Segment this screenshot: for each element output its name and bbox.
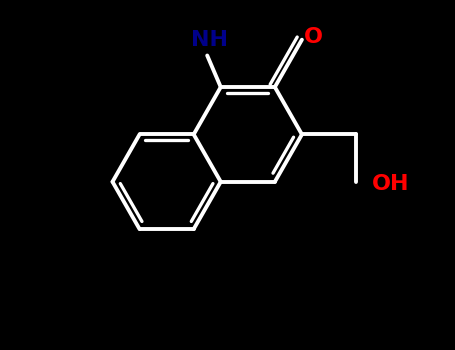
Text: O: O — [303, 27, 323, 48]
Text: OH: OH — [372, 174, 410, 194]
Text: NH: NH — [191, 30, 228, 50]
